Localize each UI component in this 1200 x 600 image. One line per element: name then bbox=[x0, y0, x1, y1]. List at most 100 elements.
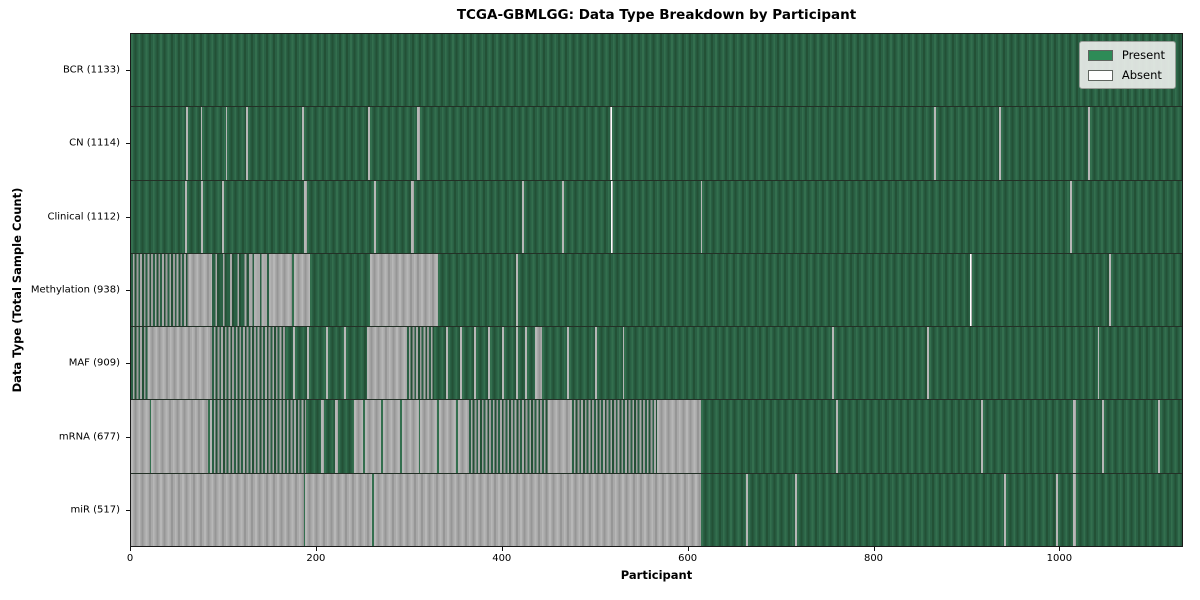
segment-present bbox=[307, 180, 375, 253]
segment-present bbox=[292, 253, 295, 327]
segment-absent bbox=[301, 107, 305, 180]
x-tick-mark bbox=[1059, 547, 1061, 551]
y-tick-label-mRNA: mRNA (677) bbox=[58, 431, 120, 443]
segment-present bbox=[434, 327, 447, 400]
segment-mixed_green bbox=[211, 253, 249, 327]
segment-absent bbox=[832, 327, 835, 400]
segment-absent bbox=[131, 400, 150, 473]
segment-present bbox=[700, 400, 836, 473]
segment-present bbox=[541, 327, 567, 400]
segment-present bbox=[489, 327, 503, 400]
segment-present bbox=[568, 327, 595, 400]
segment-present bbox=[381, 400, 384, 473]
segment-present bbox=[834, 327, 927, 400]
segment-present bbox=[1001, 107, 1089, 180]
segment-absent bbox=[438, 400, 456, 473]
segment-present bbox=[700, 473, 746, 546]
segment-present bbox=[462, 327, 475, 400]
segment-present bbox=[1071, 180, 1182, 253]
segment-absent bbox=[926, 327, 929, 400]
segment-present bbox=[227, 107, 247, 180]
segment-present bbox=[1090, 107, 1182, 180]
segment-absent bbox=[246, 107, 248, 180]
segment-absent bbox=[1088, 107, 1091, 180]
segment-absent bbox=[325, 327, 328, 400]
segment-absent bbox=[304, 180, 308, 253]
legend-item-absent: Absent bbox=[1087, 68, 1165, 82]
segment-absent bbox=[622, 327, 625, 400]
segment-absent bbox=[970, 253, 973, 327]
segment-absent bbox=[656, 400, 701, 473]
segment-mixed_gray bbox=[248, 253, 273, 327]
segment-absent bbox=[185, 107, 188, 180]
segment-present bbox=[285, 327, 294, 400]
segment-absent bbox=[201, 180, 204, 253]
x-tick-label: 0 bbox=[126, 553, 134, 564]
segment-absent bbox=[515, 253, 518, 327]
segment-absent bbox=[147, 327, 212, 400]
segment-absent bbox=[1108, 253, 1111, 327]
segment-present bbox=[448, 327, 461, 400]
row-Methylation bbox=[131, 252, 1182, 327]
segment-absent bbox=[566, 327, 569, 400]
segment-present bbox=[797, 473, 1004, 546]
segment-mixed bbox=[211, 327, 286, 400]
segment-absent bbox=[188, 253, 212, 327]
x-tick-label: 600 bbox=[678, 553, 698, 564]
segment-absent bbox=[1055, 473, 1058, 546]
y-tick-label-miR: miR (517) bbox=[70, 504, 120, 516]
segment-absent bbox=[999, 107, 1002, 180]
y-tick-mark bbox=[126, 510, 130, 512]
x-tick-mark bbox=[873, 547, 875, 551]
segment-absent bbox=[151, 400, 208, 473]
segment-absent bbox=[272, 253, 293, 327]
segment-present bbox=[1076, 400, 1103, 473]
segment-present bbox=[476, 327, 489, 400]
segment-absent bbox=[502, 327, 504, 400]
segment-absent bbox=[474, 327, 477, 400]
segment-present bbox=[613, 180, 701, 253]
segment-absent bbox=[374, 473, 701, 546]
segment-present bbox=[1159, 400, 1182, 473]
segment-absent bbox=[746, 473, 748, 546]
row-miR bbox=[131, 472, 1182, 546]
y-tick-label-MAF: MAF (909) bbox=[68, 357, 120, 369]
segment-absent bbox=[366, 327, 408, 400]
segment-present bbox=[524, 180, 563, 253]
segment-absent bbox=[548, 400, 572, 473]
segment-absent bbox=[335, 400, 338, 473]
segment-absent bbox=[515, 327, 518, 400]
segment-present bbox=[247, 107, 302, 180]
segment-present bbox=[596, 327, 623, 400]
y-tick-label-BCR: BCR (1133) bbox=[62, 64, 120, 76]
segment-absent bbox=[131, 473, 304, 546]
row-Clinical bbox=[131, 179, 1182, 253]
segment-absent bbox=[374, 180, 376, 253]
segment-absent bbox=[293, 327, 296, 400]
segment-absent bbox=[368, 107, 371, 180]
segment-present bbox=[306, 400, 322, 473]
segment-present bbox=[928, 327, 1098, 400]
segment-present bbox=[420, 107, 610, 180]
segment-present bbox=[503, 327, 516, 400]
segment-present bbox=[327, 327, 345, 400]
segment-present bbox=[203, 180, 222, 253]
segment-present bbox=[187, 107, 201, 180]
segment-absent bbox=[611, 180, 614, 253]
segment-mixed bbox=[131, 327, 148, 400]
segment-mixed bbox=[407, 327, 435, 400]
legend-label-present: Present bbox=[1121, 48, 1165, 62]
row-mRNA bbox=[131, 399, 1182, 473]
segment-absent bbox=[488, 327, 490, 400]
segment-present bbox=[310, 253, 371, 327]
absent-swatch-icon bbox=[1087, 69, 1113, 81]
segment-absent bbox=[353, 400, 363, 473]
segment-present bbox=[223, 180, 305, 253]
segment-present bbox=[309, 327, 326, 400]
y-tick-mark bbox=[126, 363, 130, 365]
segment-absent bbox=[446, 327, 449, 400]
segment-present bbox=[564, 180, 612, 253]
segment-present bbox=[438, 253, 516, 327]
segment-present bbox=[972, 253, 1109, 327]
segment-present bbox=[400, 400, 402, 473]
